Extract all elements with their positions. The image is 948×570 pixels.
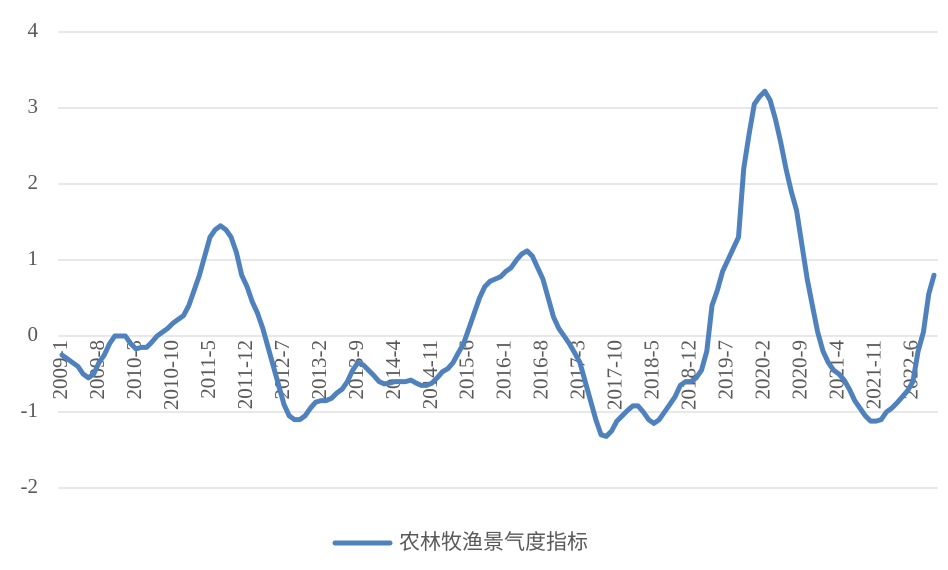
x-tick-label: 2019-7 (714, 340, 738, 400)
x-tick-label: 2020-9 (788, 340, 812, 400)
x-tick-label: 2018-5 (640, 340, 664, 400)
y-tick-label: -1 (21, 398, 39, 422)
y-tick-label: 2 (28, 170, 39, 194)
x-tick-label: 2021-11 (862, 340, 886, 409)
y-tick-label: 3 (28, 94, 39, 118)
x-tick-label: 2014-4 (381, 340, 405, 400)
legend-label: 农林牧渔景气度指标 (399, 530, 588, 554)
x-tick-label: 2010-10 (159, 340, 183, 410)
legend-item: 农林牧渔景气度指标 (332, 530, 588, 554)
x-tick-label: 2016-1 (492, 340, 516, 400)
x-tick-label: 2009-1 (48, 340, 72, 400)
x-tick-label: 2011-5 (196, 340, 220, 399)
y-tick-label: -2 (21, 474, 39, 498)
data-line (59, 88, 937, 439)
y-tick-label: 4 (28, 18, 39, 42)
x-tick-label: 2020-2 (751, 340, 775, 400)
x-tick-label: 2016-8 (529, 340, 553, 400)
x-tick-label: 2013-2 (307, 340, 331, 400)
x-tick-label: 2011-12 (233, 340, 257, 409)
y-tick-label: 1 (28, 246, 39, 270)
y-tick-label: 0 (28, 322, 39, 346)
x-tick-label: 2017-10 (603, 340, 627, 410)
